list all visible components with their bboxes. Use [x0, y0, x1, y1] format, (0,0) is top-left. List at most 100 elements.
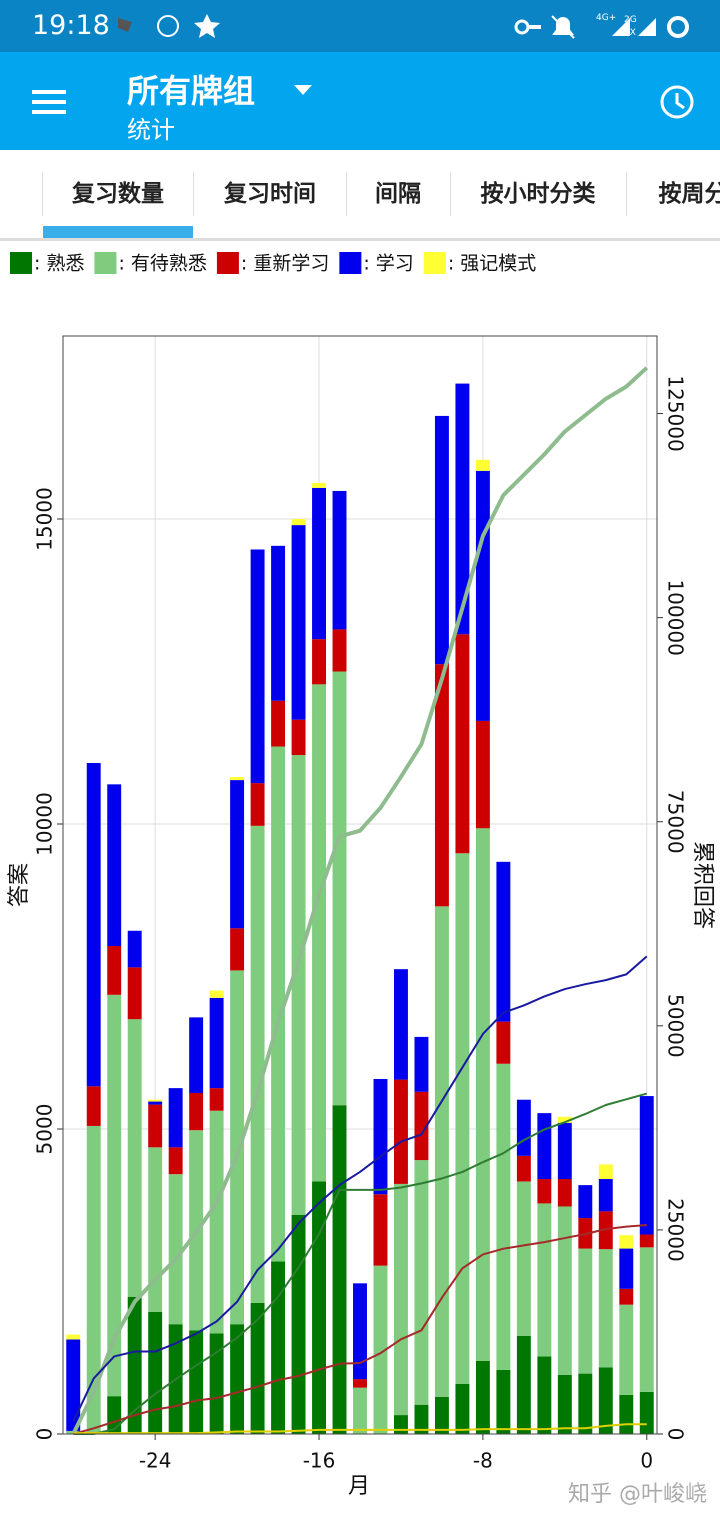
bar-segment [86, 763, 101, 1087]
tab-divider [42, 172, 43, 216]
tab[interactable]: 间隔 [375, 181, 421, 207]
deck-dropdown[interactable] [294, 85, 312, 95]
bar-segment [619, 1304, 634, 1395]
bar-segment [496, 1021, 511, 1064]
bar-segment [271, 746, 286, 1262]
watermark: 知乎 @叶峻峣 [568, 1482, 707, 1507]
bar-segment [496, 1369, 511, 1434]
network-label: 2G [624, 15, 637, 25]
bar-segment [189, 1330, 204, 1434]
status-time: 19:18 [32, 10, 110, 41]
bar-segment [414, 1404, 429, 1434]
bar-segment [639, 1247, 654, 1392]
bar-segment [332, 629, 347, 672]
tab[interactable]: 按小时分类 [480, 181, 596, 207]
bar-segment [455, 853, 470, 1384]
bar-segment [332, 490, 347, 630]
bar-segment [107, 1396, 122, 1434]
tab[interactable]: 按周分 [658, 181, 720, 207]
bar-segment [598, 1211, 613, 1250]
tab[interactable]: 复习时间 [224, 181, 316, 207]
tab-divider [450, 172, 451, 216]
bar-segment [168, 1147, 183, 1175]
x-tick-label: 0 [640, 1449, 653, 1473]
bar-segment [619, 1288, 634, 1305]
screen-subtitle: 统计 [127, 116, 175, 144]
bar-segment [434, 1396, 449, 1434]
bar-segment [148, 1099, 163, 1102]
bar-segment [516, 1335, 531, 1434]
cumulative-line [73, 1423, 647, 1435]
bar-segment [353, 1387, 367, 1434]
bar-segment [475, 828, 490, 1361]
bar-segment [127, 930, 142, 968]
bar-segment [639, 1096, 654, 1235]
bar-segment [394, 969, 408, 1080]
bar-segment [557, 1122, 572, 1180]
battery-icon [667, 16, 689, 38]
legend-label: : 强记模式 [448, 253, 536, 275]
bar-segment [312, 483, 326, 488]
mute-icon [551, 15, 575, 39]
bar-segment [455, 383, 470, 635]
bar-segment [394, 1183, 408, 1416]
bar-segment [230, 780, 245, 929]
history-button[interactable] [660, 85, 694, 119]
legend-swatch [10, 252, 32, 274]
legend-label: : 重新学习 [241, 253, 329, 275]
bar-segment [250, 783, 265, 826]
bar-segment [209, 1333, 224, 1434]
cumulative-line [73, 1092, 648, 1435]
bar-segment [86, 1125, 101, 1434]
bar-segment [455, 634, 470, 854]
bar-segment [414, 1091, 429, 1161]
y2-tick-label: 100000 [664, 579, 688, 655]
tab-divider [193, 172, 194, 216]
bar-segment [353, 1283, 367, 1380]
menu-button[interactable] [32, 90, 66, 114]
y2-tick-label: 75000 [664, 790, 688, 854]
y-tick-label: 5000 [33, 1104, 57, 1155]
bar-segment [107, 946, 122, 995]
notification-icon [194, 14, 220, 38]
bar-segment [291, 755, 306, 1216]
cumulative-line [72, 955, 648, 1423]
y-tick-label: 15000 [33, 487, 57, 551]
bar-segment [250, 825, 265, 1303]
bar-segment [516, 1181, 531, 1336]
bar-segment [291, 519, 306, 526]
tab-divider [346, 172, 347, 216]
bar-segment [557, 1179, 572, 1207]
bar-segment [619, 1235, 634, 1249]
status-icons [118, 14, 689, 39]
bar-segment [148, 1101, 163, 1105]
bar-segment [312, 639, 326, 685]
bar-segment [598, 1179, 613, 1212]
bar-segment [332, 1105, 347, 1434]
plot-frame [62, 335, 658, 1435]
bar-segment [230, 970, 245, 1325]
bar-segment [291, 719, 306, 756]
bar-segment [537, 1179, 552, 1204]
network-label: 4G+ [596, 13, 617, 23]
bar-segment [127, 967, 142, 1020]
app-bar: 所有牌组 统计 [0, 52, 720, 150]
bar-segment [578, 1373, 593, 1434]
bar-segment [373, 1265, 388, 1434]
bar-segment [414, 1036, 429, 1092]
cumulative-line [72, 1224, 647, 1435]
tab[interactable]: 复习数量 [43, 150, 193, 238]
x-axis-label: 月 [348, 1474, 370, 1499]
signal-icon [612, 18, 630, 36]
bar-segment [332, 671, 347, 1106]
key-icon [514, 19, 530, 35]
network-label: 1X [624, 28, 636, 38]
tab-bar: 测复习数量 复习时间 间隔 按小时分类 按周分 [0, 150, 720, 241]
y-tick-label: 10000 [33, 792, 57, 856]
deck-title[interactable]: 所有牌组 [127, 72, 256, 110]
bar-segment [189, 1017, 204, 1094]
tab[interactable]: 测 [0, 150, 16, 238]
y2-tick-label: 25000 [664, 1198, 688, 1262]
notification-icon [157, 15, 179, 37]
